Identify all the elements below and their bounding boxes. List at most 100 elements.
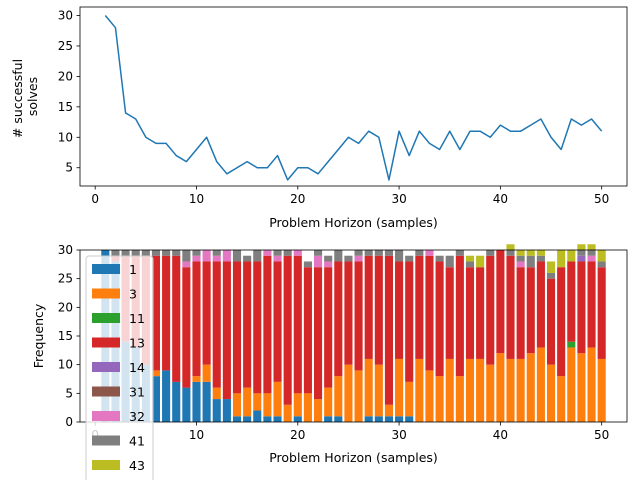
bar-segment-1 (212, 399, 221, 422)
bar-segment-32 (192, 255, 201, 262)
bar-segment-41 (435, 255, 444, 262)
bar-segment-13 (232, 261, 242, 394)
bar-segment-41 (243, 255, 252, 262)
bar-segment-3 (212, 387, 221, 400)
stacked-bar-chart-y-tick-label: 15 (58, 329, 73, 343)
bar-segment-13 (567, 261, 576, 342)
legend-swatch-14 (92, 362, 120, 372)
bar-segment-41 (526, 255, 535, 268)
successful-solves-line (104, 15, 603, 181)
stacked-bar-chart-x-tick-label: 10 (189, 428, 204, 442)
bar-segment-3 (293, 393, 302, 417)
bar-segment-13 (425, 255, 434, 371)
line-chart-x-tick-label: 0 (91, 192, 99, 206)
bar-segment-1 (162, 370, 171, 422)
bar-segment-41 (334, 250, 343, 262)
bar-segment-1 (172, 381, 181, 422)
bar-segment-13 (577, 261, 586, 354)
bar-segment-1 (405, 416, 414, 422)
bar-segment-13 (395, 261, 404, 359)
bar-segment-3 (303, 393, 312, 422)
bar-segment-13 (243, 261, 252, 388)
legend-label-31: 31 (129, 385, 145, 400)
bar-segment-32 (202, 250, 211, 262)
bar-segment-13 (506, 255, 515, 359)
bar-segment-13 (283, 255, 292, 405)
bar-segment-41 (445, 255, 454, 268)
bar-segment-43 (577, 244, 586, 250)
line-chart-y-axis-label-line-2: solves (25, 77, 40, 116)
bar-segment-43 (557, 250, 566, 268)
bar-segment-1 (182, 387, 191, 422)
bar-segment-13 (435, 261, 444, 377)
bar-segment-1 (263, 416, 272, 422)
line-chart-x-tick-label: 20 (290, 192, 305, 206)
bar-segment-13 (496, 250, 505, 354)
stacked-bar-chart-frame (79, 249, 628, 423)
line-chart-y-tick-label: 5 (65, 161, 73, 175)
bar-segment-1 (374, 416, 383, 422)
bar-segment-41 (506, 250, 515, 256)
legend-label-3: 3 (129, 287, 137, 302)
bar-segment-13 (486, 255, 495, 365)
bar-segment-3 (435, 376, 444, 422)
bar-segment-41 (192, 250, 201, 256)
line-chart-x-tick-label: 30 (391, 192, 406, 206)
bar-segment-32 (425, 250, 434, 256)
bar-segment-3 (364, 358, 373, 417)
bar-segment-41 (182, 250, 191, 262)
bar-segment-3 (506, 358, 515, 422)
line-chart-y-axis-label-line-1: # successful (10, 59, 25, 138)
bar-segment-41 (374, 250, 383, 256)
bar-segment-13 (334, 261, 343, 377)
line-chart-x-axis: 0 10 20 30 40 50 (91, 186, 609, 206)
bar-segment-32 (313, 255, 323, 268)
bar-segment-41 (283, 250, 292, 256)
line-chart-panel: 0 10 20 30 40 50 5 10 15 20 25 30 Problem Horizon … (10, 6, 628, 230)
bar-segment-43 (546, 261, 556, 273)
bar-segment-3 (273, 381, 282, 417)
bar-segment-3 (334, 376, 343, 417)
bar-segment-3 (192, 376, 201, 382)
stacked-bar-chart-x-tick-label: 50 (594, 428, 609, 442)
stacked-bar-chart-y-tick-label: 30 (58, 243, 73, 257)
bar-segment-43 (506, 244, 515, 250)
bar-segment-41 (577, 250, 586, 256)
stacked-bar-chart-panel: 0 10 20 30 40 50 0 5 10 15 20 25 30 Problem Horizon… (31, 243, 628, 480)
bar-segment-13 (222, 261, 231, 400)
bar-segment-3 (283, 404, 292, 422)
bar-segment-41 (324, 255, 333, 262)
bar-segment-3 (202, 364, 211, 382)
bar-segment-1 (253, 410, 262, 422)
bar-segment-13 (536, 261, 545, 348)
legend-label-1: 1 (129, 262, 137, 277)
line-chart-x-axis-label: Problem Horizon (samples) (269, 215, 438, 230)
bar-segment-43 (567, 250, 576, 262)
bar-segment-13 (172, 255, 181, 382)
line-chart-y-tick-label: 15 (58, 100, 73, 114)
bar-segment-32 (212, 255, 221, 262)
bar-segment-41 (455, 250, 464, 256)
bar-segment-3 (384, 404, 394, 417)
stacked-bar-chart-x-tick-label: 40 (493, 428, 508, 442)
stacked-bar-chart-y-axis-label: Frequency (31, 303, 46, 368)
bar-segment-13 (324, 267, 333, 388)
bar-segment-41 (273, 250, 282, 256)
bar-segment-13 (212, 261, 221, 388)
bar-segment-13 (344, 261, 353, 365)
bar-segment-3 (395, 358, 404, 417)
bar-segment-41 (516, 255, 525, 262)
bar-segment-41 (141, 250, 150, 256)
stacked-bar-chart-x-tick-label: 20 (290, 428, 305, 442)
bar-segment-32 (263, 250, 272, 256)
bar-segment-32 (587, 255, 596, 262)
bar-segment-1 (192, 381, 201, 422)
bar-segment-1 (395, 416, 404, 422)
bar-segment-41 (395, 250, 404, 262)
stacked-bar-chart-y-axis: 0 5 10 15 20 25 30 (58, 243, 80, 429)
line-chart-y-axis: 5 10 15 20 25 30 (58, 9, 80, 175)
bar-segment-43 (597, 250, 606, 262)
bar-segment-13 (313, 267, 323, 400)
legend-label-43: 43 (129, 458, 145, 473)
